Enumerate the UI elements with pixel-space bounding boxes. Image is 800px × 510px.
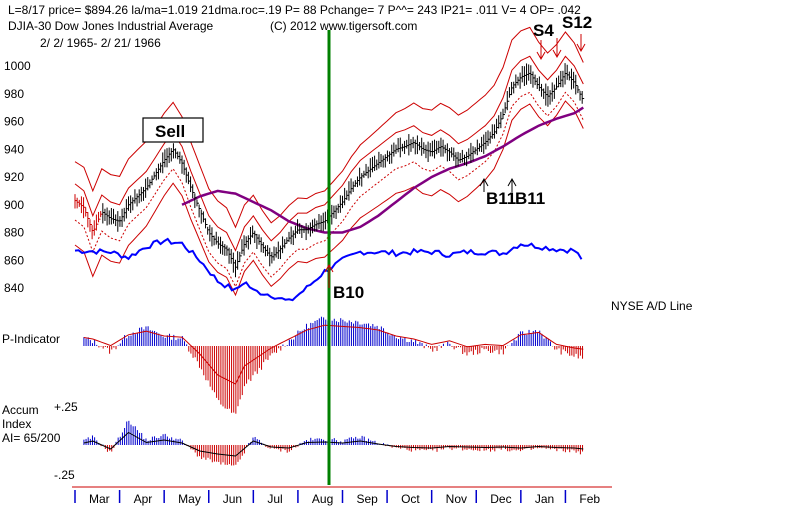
- ai-top-label: +.25: [54, 400, 78, 414]
- b11-label-1: B11: [486, 189, 516, 208]
- inner-lower-band: [74, 91, 584, 288]
- p-indicator-ma: [83, 324, 584, 385]
- b11-arrow-1: [479, 177, 489, 192]
- s4-label: S4: [533, 21, 554, 40]
- accum-label-2: Index: [2, 417, 31, 431]
- month-label: Jun: [223, 492, 242, 506]
- month-label: Sep: [357, 492, 379, 506]
- accum-label-3: AI= 65/200: [2, 431, 61, 445]
- month-label: Jan: [535, 492, 554, 506]
- accum-ma: [83, 431, 584, 457]
- p-indicator-label: P-Indicator: [2, 332, 60, 346]
- y-tick-label: 900: [4, 198, 24, 212]
- s4-arrow-1: [536, 40, 546, 61]
- s4-arrow-3: [576, 34, 586, 53]
- month-label: Jul: [267, 492, 282, 506]
- y-tick-label: 920: [4, 170, 24, 184]
- moving-average-series: [181, 106, 584, 234]
- y-tick-label: 860: [4, 253, 24, 267]
- y-tick-label: 840: [4, 281, 24, 295]
- header-line-1: L=8/17 price= $894.26 la/ma=1.019 21dma.…: [8, 3, 581, 17]
- month-label: Feb: [579, 492, 600, 506]
- month-label: May: [178, 492, 201, 506]
- header-line-2-left: DJIA-30 Dow Jones Industrial Average: [8, 19, 214, 33]
- month-label: Oct: [401, 492, 420, 506]
- header-date-range: 2/ 2/ 1965- 2/ 21/ 1966: [40, 36, 161, 50]
- s-extra-label: S12: [562, 13, 592, 32]
- ad-line-label: NYSE A/D Line: [611, 299, 693, 313]
- b10-arrow-head: [324, 263, 334, 273]
- month-label: Aug: [312, 492, 333, 506]
- header-line-2-right: (C) 2012 www.tigersoft.com: [270, 19, 417, 33]
- y-tick-label: 980: [4, 87, 24, 101]
- b11-arrow-2: [507, 177, 517, 192]
- sell-label-box: [142, 117, 204, 143]
- b11-label-2: B11: [515, 189, 545, 208]
- month-label: Dec: [490, 492, 511, 506]
- y-axis-ticks: 1000 980 960 940 920 900 880 860 840: [4, 59, 31, 295]
- y-tick-label: 1000: [4, 59, 31, 73]
- month-label: Apr: [134, 492, 153, 506]
- y-tick-label: 940: [4, 142, 24, 156]
- ma-path: [181, 106, 584, 234]
- b10-label: B10: [333, 283, 364, 302]
- y-tick-label: 880: [4, 226, 24, 240]
- month-label: Nov: [446, 492, 467, 506]
- x-axis-months: Mar Apr May Jun Jul Aug Sep Oct Nov Dec Jan Feb: [72, 486, 612, 506]
- sell-label: Sell: [155, 122, 185, 141]
- y-tick-label: 960: [4, 115, 24, 129]
- ai-bottom-label: -.25: [54, 468, 75, 482]
- accum-label-1: Accum: [2, 403, 39, 417]
- s4-arrow-2: [552, 38, 562, 59]
- month-label: Mar: [89, 492, 110, 506]
- price-series: [74, 63, 585, 278]
- p-indicator-histogram: [83, 316, 584, 414]
- accum-index-histogram: [83, 420, 584, 466]
